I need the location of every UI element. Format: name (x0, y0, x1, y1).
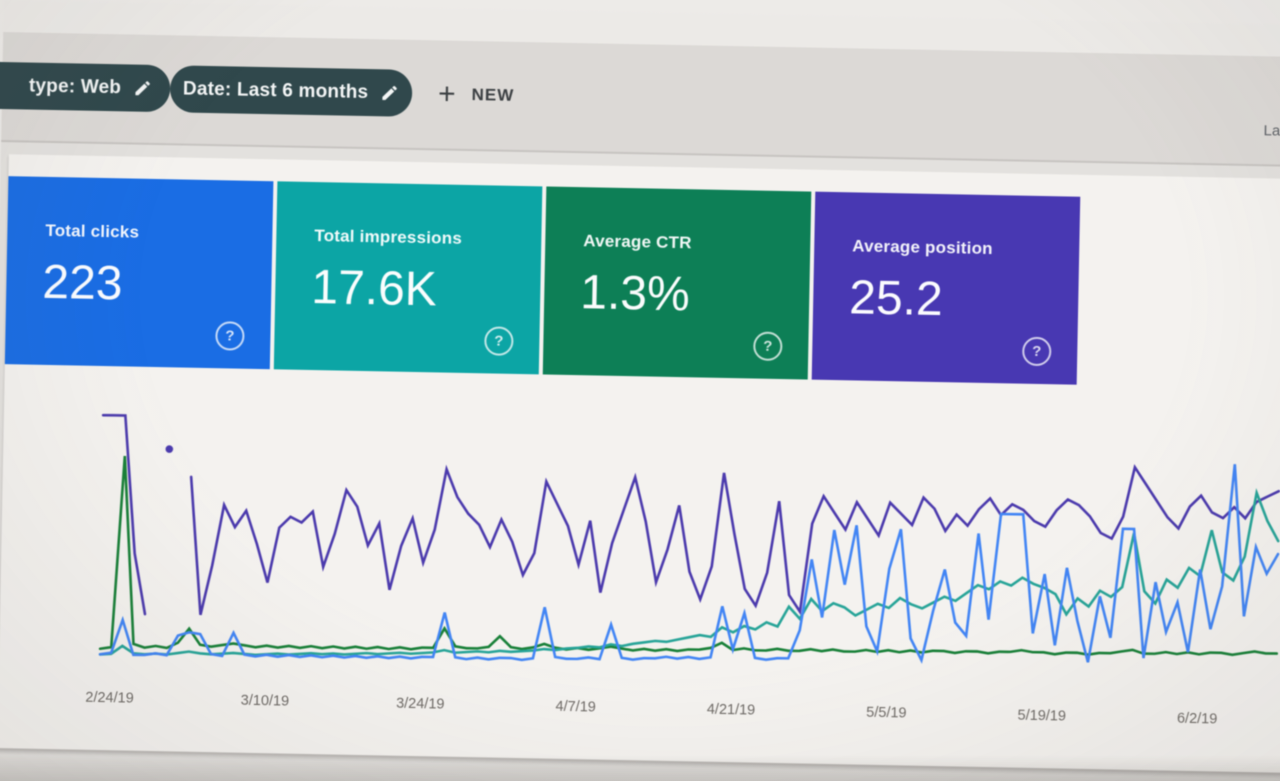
total-clicks-card[interactable]: Total clicks 223 ? (4, 176, 274, 370)
average-ctr-card[interactable]: Average CTR 1.3% ? (542, 186, 812, 380)
average-position-card[interactable]: Average position 25.2 ? (811, 191, 1081, 385)
plus-icon: + (437, 76, 456, 111)
chart-line-average-position (189, 464, 1280, 616)
date-filter-chip[interactable]: Date: Last 6 months (169, 65, 413, 117)
card-value: 17.6K (310, 260, 438, 317)
x-axis-tick-label: 4/21/19 (706, 701, 756, 719)
chart-line-total-impressions (98, 487, 1280, 657)
help-icon[interactable]: ? (215, 321, 245, 351)
chart-line-average-ctr (98, 455, 1279, 657)
filter-toolbar: type: Web Date: Last 6 months + NEW La (0, 32, 1280, 169)
search-type-filter-label: type: Web (28, 75, 122, 98)
search-type-filter-chip[interactable]: type: Web (0, 60, 171, 113)
date-filter-label: Date: Last 6 months (182, 77, 369, 103)
chart-line-average-position (101, 413, 147, 616)
help-icon[interactable]: ? (484, 326, 514, 356)
x-axis-tick-label: 5/5/19 (866, 704, 907, 722)
new-filter-button-label: NEW (471, 84, 515, 105)
page-content: Total clicks 223 ? Total impressions 17.… (0, 142, 1280, 781)
card-value: 25.2 (848, 271, 944, 327)
card-label: Average CTR (583, 231, 692, 253)
summary-cards-row: Total clicks 223 ? Total impressions 17.… (4, 176, 1081, 385)
performance-panel: Total clicks 223 ? Total impressions 17.… (0, 154, 1280, 777)
x-axis-tick-label: 3/24/19 (395, 695, 445, 713)
x-axis-tick-label: 5/19/19 (1017, 707, 1067, 725)
x-axis-tick-label: 2/24/19 (85, 689, 134, 707)
card-value: 223 (41, 255, 124, 311)
card-value: 1.3% (579, 266, 691, 322)
edit-pencil-icon (133, 79, 152, 98)
total-impressions-card[interactable]: Total impressions 17.6K ? (273, 181, 543, 375)
chart-data-point (165, 445, 174, 453)
card-label: Average position (852, 236, 993, 259)
new-filter-button[interactable]: + NEW (438, 70, 515, 118)
x-axis-tick-label: 4/7/19 (555, 698, 596, 716)
edit-pencil-icon (380, 83, 399, 102)
last-updated-partial-text: La (1263, 122, 1280, 140)
x-axis-tick-label: 3/10/19 (240, 692, 290, 710)
help-icon[interactable]: ? (753, 331, 783, 362)
chart-line-total-clicks (98, 464, 1280, 664)
x-axis-tick-label: 6/2/19 (1176, 710, 1218, 728)
performance-chart (98, 413, 1280, 664)
card-label: Total impressions (314, 226, 463, 248)
help-icon[interactable]: ? (1022, 336, 1052, 367)
performance-chart-area[interactable]: 2/24/19 3/10/19 3/24/19 4/7/19 4/21/19 5/5/19… (0, 380, 1280, 727)
card-label: Total clicks (45, 220, 140, 242)
